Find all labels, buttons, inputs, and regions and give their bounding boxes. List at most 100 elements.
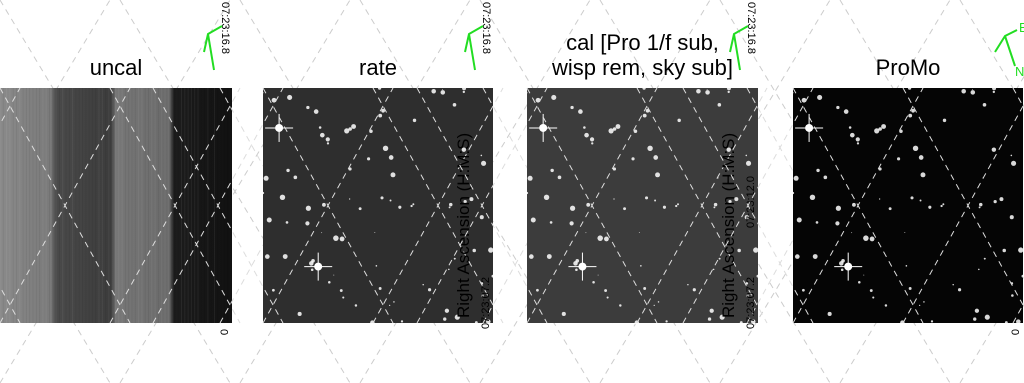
star (536, 288, 539, 292)
star (952, 283, 954, 286)
compass (464, 25, 484, 71)
star (719, 314, 725, 320)
star (919, 304, 921, 307)
star (604, 289, 608, 292)
star (848, 126, 852, 129)
compass (203, 25, 223, 71)
star (305, 205, 311, 211)
star (657, 301, 660, 303)
star (942, 203, 945, 206)
star (318, 126, 322, 129)
star (585, 232, 587, 234)
star (448, 206, 451, 209)
star (844, 262, 853, 271)
star (443, 317, 447, 321)
star (849, 132, 855, 138)
star (382, 145, 389, 152)
star (835, 221, 840, 226)
star (1011, 294, 1014, 297)
overlay-grid (636, 87, 768, 324)
star (279, 194, 286, 200)
star (971, 89, 973, 90)
star (907, 86, 912, 90)
star (615, 124, 621, 129)
star (912, 145, 919, 152)
star (645, 196, 649, 200)
star (633, 129, 638, 133)
star (745, 154, 748, 157)
star (809, 194, 816, 200)
star (441, 89, 443, 90)
star (526, 92, 528, 94)
star (551, 94, 557, 100)
star (805, 123, 814, 132)
star (812, 254, 818, 259)
star (557, 175, 562, 180)
star (314, 262, 323, 271)
star (1004, 321, 1008, 324)
star (642, 113, 647, 118)
star (287, 94, 293, 100)
star (942, 118, 947, 123)
star (381, 108, 385, 113)
star (592, 280, 595, 284)
star (817, 94, 823, 100)
star (973, 317, 977, 321)
image (0, 88, 232, 323)
star (706, 89, 708, 90)
star (462, 90, 466, 94)
overlay-grid (109, 87, 241, 324)
star (444, 308, 450, 313)
star (597, 274, 599, 276)
overlay-grid (152, 87, 284, 324)
star (412, 118, 417, 123)
star (999, 197, 1004, 202)
star (904, 232, 906, 233)
overlay-grid (526, 87, 658, 324)
star (878, 198, 881, 200)
grid-line (119, 0, 351, 383)
star (705, 90, 710, 95)
star (527, 175, 533, 181)
star (319, 132, 325, 138)
star (333, 274, 335, 276)
star (583, 126, 586, 129)
star (448, 268, 450, 271)
star (339, 289, 343, 292)
star (677, 118, 681, 123)
star (449, 202, 453, 207)
star (751, 319, 756, 324)
overlay-grid (902, 103, 1024, 324)
star (905, 265, 908, 267)
tick-label: 07:23:16.8 (745, 2, 757, 54)
star (480, 154, 483, 157)
star (326, 142, 330, 145)
star (272, 288, 275, 292)
star (309, 261, 314, 266)
star (454, 314, 460, 320)
star (261, 191, 265, 195)
star (452, 103, 457, 107)
star (992, 86, 997, 91)
star (753, 247, 759, 253)
star (333, 235, 339, 241)
star (597, 235, 603, 241)
star (282, 254, 288, 259)
star (400, 320, 404, 323)
star (869, 289, 873, 292)
star (978, 268, 980, 271)
compass (994, 29, 1018, 67)
star (816, 168, 820, 173)
tick-label: 07:23:16.8 (219, 2, 231, 54)
star (378, 287, 382, 290)
panel-title: uncal (90, 55, 143, 80)
tick-label: 07:23:16.8 (480, 2, 492, 54)
star (970, 90, 976, 95)
star (491, 274, 495, 278)
star (928, 205, 932, 209)
star (380, 196, 384, 200)
image-panel (682, 86, 1024, 325)
star (802, 288, 805, 292)
tick-label: 07:23:07.2 (480, 277, 492, 329)
